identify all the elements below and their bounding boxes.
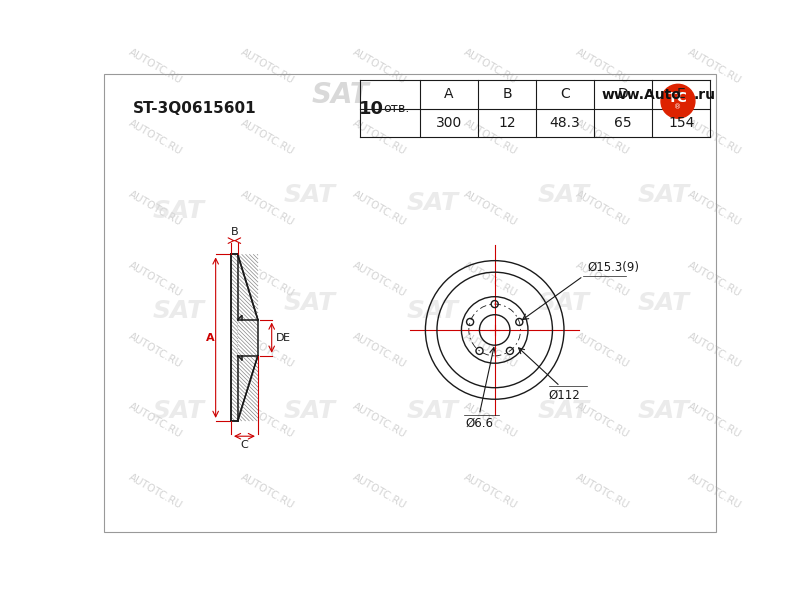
Text: AUTOTC.RU: AUTOTC.RU <box>239 118 296 157</box>
Text: AUTOTC.RU: AUTOTC.RU <box>127 47 185 86</box>
Circle shape <box>661 85 695 118</box>
Text: AUTOTC.RU: AUTOTC.RU <box>239 189 296 227</box>
Text: AUTOTC.RU: AUTOTC.RU <box>574 189 631 227</box>
Text: AUTOTC.RU: AUTOTC.RU <box>686 189 742 227</box>
Text: AUTOTC.RU: AUTOTC.RU <box>462 472 519 511</box>
Text: AUTOTC.RU: AUTOTC.RU <box>574 472 631 511</box>
Text: AUTOTC.RU: AUTOTC.RU <box>462 331 519 370</box>
Text: E: E <box>282 332 290 343</box>
Text: B: B <box>502 87 512 101</box>
Text: SAT: SAT <box>312 81 370 109</box>
Text: AUTOTC.RU: AUTOTC.RU <box>350 331 408 370</box>
Text: 48.3: 48.3 <box>550 116 581 130</box>
Text: AUTOTC.RU: AUTOTC.RU <box>127 260 185 298</box>
Text: 300: 300 <box>436 116 462 130</box>
Text: AUTOTC.RU: AUTOTC.RU <box>574 118 631 157</box>
Text: SAT: SAT <box>407 299 459 323</box>
Polygon shape <box>238 254 258 320</box>
Text: AUTOTC.RU: AUTOTC.RU <box>350 472 408 511</box>
Text: Ø15.3(9): Ø15.3(9) <box>587 261 639 274</box>
Text: SAT: SAT <box>638 183 690 207</box>
Text: Ø112: Ø112 <box>548 389 580 401</box>
Text: AUTOTC.RU: AUTOTC.RU <box>574 331 631 370</box>
Text: SAT: SAT <box>538 183 590 207</box>
Text: AUTOTC.RU: AUTOTC.RU <box>239 401 296 440</box>
Text: 10: 10 <box>359 100 384 118</box>
Text: SAT: SAT <box>284 399 336 423</box>
Text: AUTOTC.RU: AUTOTC.RU <box>686 47 742 86</box>
Text: B: B <box>230 227 238 237</box>
Text: AUTOTC.RU: AUTOTC.RU <box>239 331 296 370</box>
Text: AUTOTC.RU: AUTOTC.RU <box>574 47 631 86</box>
Text: AUTOTC.RU: AUTOTC.RU <box>350 189 408 227</box>
Text: AUTOTC.RU: AUTOTC.RU <box>239 260 296 298</box>
Text: AUTOTC.RU: AUTOTC.RU <box>686 331 742 370</box>
Text: AUTOTC.RU: AUTOTC.RU <box>127 189 185 227</box>
Text: SAT: SAT <box>153 199 205 223</box>
Text: AUTOTC.RU: AUTOTC.RU <box>462 189 519 227</box>
Polygon shape <box>238 356 258 421</box>
Text: отв.: отв. <box>383 102 410 115</box>
Text: A: A <box>206 332 214 343</box>
Text: 12: 12 <box>498 116 516 130</box>
Text: AUTOTC.RU: AUTOTC.RU <box>462 118 519 157</box>
Text: SAT: SAT <box>153 299 205 323</box>
Text: AUTOTC.RU: AUTOTC.RU <box>686 472 742 511</box>
Text: D: D <box>618 87 629 101</box>
Polygon shape <box>238 254 258 320</box>
Text: AUTOTC.RU: AUTOTC.RU <box>127 401 185 440</box>
Text: Ø6.6: Ø6.6 <box>466 417 494 430</box>
Text: ST-3Q0615601: ST-3Q0615601 <box>133 101 256 116</box>
Text: AUTOTC.RU: AUTOTC.RU <box>462 401 519 440</box>
Text: AUTOTC.RU: AUTOTC.RU <box>350 118 408 157</box>
Text: AUTOTC.RU: AUTOTC.RU <box>239 47 296 86</box>
Text: www.Auto: www.Auto <box>601 88 681 102</box>
Text: AUTOTC.RU: AUTOTC.RU <box>574 260 631 298</box>
Text: 154: 154 <box>668 116 694 130</box>
Text: A: A <box>444 87 454 101</box>
Polygon shape <box>238 356 258 421</box>
Text: SAT: SAT <box>284 291 336 315</box>
Text: 65: 65 <box>614 116 632 130</box>
Text: SAT: SAT <box>638 291 690 315</box>
Text: SAT: SAT <box>407 191 459 215</box>
Text: C: C <box>560 87 570 101</box>
Text: ®: ® <box>674 104 682 110</box>
Text: AUTOTC.RU: AUTOTC.RU <box>350 47 408 86</box>
Polygon shape <box>231 254 238 421</box>
Text: AUTOTC.RU: AUTOTC.RU <box>350 260 408 298</box>
Text: C: C <box>241 440 248 450</box>
Text: AUTOTC.RU: AUTOTC.RU <box>686 118 742 157</box>
Text: D: D <box>275 332 284 343</box>
Text: AUTOTC.RU: AUTOTC.RU <box>462 47 519 86</box>
Text: AUTOTC.RU: AUTOTC.RU <box>127 472 185 511</box>
Text: SAT: SAT <box>638 399 690 423</box>
Text: SAT: SAT <box>407 399 459 423</box>
Text: SAT: SAT <box>284 183 336 207</box>
Text: AUTOTC.RU: AUTOTC.RU <box>574 401 631 440</box>
Text: AUTOTC.RU: AUTOTC.RU <box>127 118 185 157</box>
Text: SAT: SAT <box>538 399 590 423</box>
Text: AUTOTC.RU: AUTOTC.RU <box>686 260 742 298</box>
Polygon shape <box>238 320 258 356</box>
Text: SAT: SAT <box>538 291 590 315</box>
Text: AUTOTC.RU: AUTOTC.RU <box>462 260 519 298</box>
Text: AUTOTC.RU: AUTOTC.RU <box>686 401 742 440</box>
Text: SAT: SAT <box>153 399 205 423</box>
Text: AUTOTC.RU: AUTOTC.RU <box>350 401 408 440</box>
Text: E: E <box>677 87 686 101</box>
Text: .ru: .ru <box>694 88 715 102</box>
Text: AUTOTC.RU: AUTOTC.RU <box>239 472 296 511</box>
Text: AUTOTC.RU: AUTOTC.RU <box>127 331 185 370</box>
Text: TC: TC <box>668 91 688 105</box>
